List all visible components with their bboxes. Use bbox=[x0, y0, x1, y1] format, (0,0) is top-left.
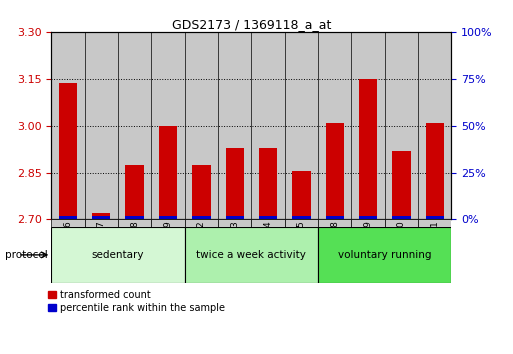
Bar bbox=[326, 122, 344, 219]
Bar bbox=[292, 171, 310, 219]
Bar bbox=[151, 32, 185, 219]
Bar bbox=[92, 216, 110, 219]
Bar bbox=[385, 32, 418, 219]
Bar bbox=[118, 32, 151, 219]
Bar bbox=[92, 213, 110, 219]
Bar bbox=[351, 219, 385, 227]
Text: GSM114620: GSM114620 bbox=[397, 220, 406, 275]
Bar bbox=[185, 219, 218, 227]
Bar bbox=[351, 32, 385, 219]
Text: GSM114621: GSM114621 bbox=[430, 220, 439, 275]
Bar bbox=[51, 219, 85, 227]
Bar bbox=[251, 32, 285, 219]
Bar bbox=[159, 216, 177, 219]
Text: GSM114622: GSM114622 bbox=[197, 220, 206, 275]
Bar bbox=[226, 216, 244, 219]
Bar bbox=[359, 216, 377, 219]
Bar bbox=[418, 219, 451, 227]
Text: protocol: protocol bbox=[5, 250, 48, 260]
Text: GSM114629: GSM114629 bbox=[164, 220, 172, 275]
Bar bbox=[185, 32, 218, 219]
Bar bbox=[292, 216, 310, 219]
Text: twice a week activity: twice a week activity bbox=[196, 250, 306, 260]
Bar bbox=[218, 32, 251, 219]
Bar bbox=[426, 216, 444, 219]
Text: voluntary running: voluntary running bbox=[338, 250, 431, 260]
Text: GSM114618: GSM114618 bbox=[330, 220, 339, 275]
Text: GSM114624: GSM114624 bbox=[264, 220, 272, 275]
Bar bbox=[51, 227, 185, 283]
Bar bbox=[85, 32, 118, 219]
Bar bbox=[318, 32, 351, 219]
Bar bbox=[318, 219, 351, 227]
Bar bbox=[418, 32, 451, 219]
Bar bbox=[359, 79, 377, 219]
Text: sedentary: sedentary bbox=[92, 250, 144, 260]
Bar bbox=[118, 219, 151, 227]
Bar bbox=[226, 148, 244, 219]
Bar bbox=[185, 227, 318, 283]
Text: GSM114627: GSM114627 bbox=[97, 220, 106, 275]
Title: GDS2173 / 1369118_a_at: GDS2173 / 1369118_a_at bbox=[172, 18, 331, 31]
Bar bbox=[392, 151, 410, 219]
Bar bbox=[192, 165, 210, 219]
Bar bbox=[59, 216, 77, 219]
Bar bbox=[392, 216, 410, 219]
Bar bbox=[385, 219, 418, 227]
Bar bbox=[218, 219, 251, 227]
Bar bbox=[426, 122, 444, 219]
Bar bbox=[151, 219, 185, 227]
Text: GSM114623: GSM114623 bbox=[230, 220, 239, 275]
Text: GSM114625: GSM114625 bbox=[297, 220, 306, 275]
Text: GSM114628: GSM114628 bbox=[130, 220, 139, 275]
Bar bbox=[285, 219, 318, 227]
Bar bbox=[259, 216, 277, 219]
Bar bbox=[251, 219, 285, 227]
Bar bbox=[85, 219, 118, 227]
Legend: transformed count, percentile rank within the sample: transformed count, percentile rank withi… bbox=[46, 288, 226, 315]
Bar bbox=[326, 216, 344, 219]
Bar bbox=[126, 216, 144, 219]
Bar bbox=[318, 227, 451, 283]
Text: GSM114626: GSM114626 bbox=[64, 220, 72, 275]
Bar bbox=[259, 148, 277, 219]
Text: GSM114619: GSM114619 bbox=[364, 220, 372, 275]
Bar bbox=[51, 32, 85, 219]
Bar bbox=[192, 216, 210, 219]
Bar bbox=[285, 32, 318, 219]
Bar bbox=[126, 165, 144, 219]
Bar bbox=[159, 126, 177, 219]
Bar bbox=[59, 84, 77, 219]
